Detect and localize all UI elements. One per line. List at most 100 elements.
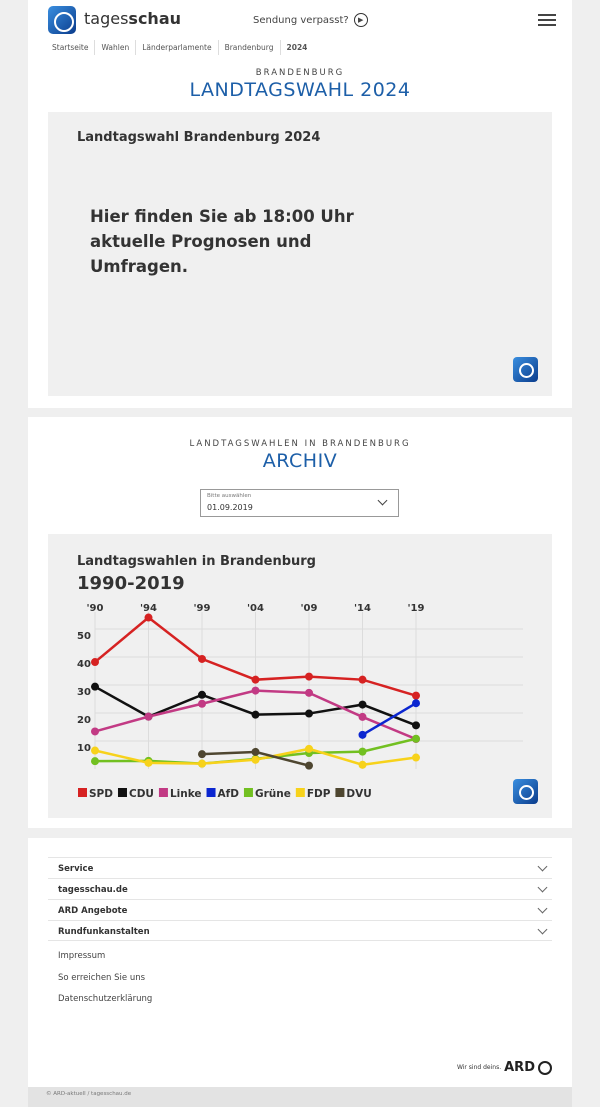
sendung-verpasst-link[interactable]: Sendung verpasst? ▶ (253, 13, 368, 27)
series-line-AfD (361, 702, 417, 736)
copyright-bar: © ARD-aktuell / tagesschau.de (28, 1087, 572, 1107)
legend-label-DVU: DVU (346, 788, 371, 800)
chart-panel: Landtagswahlen in Brandenburg 1990-2019 '9… (48, 534, 552, 818)
data-point-Linke (198, 699, 206, 708)
breadcrumb: Startseite Wahlen Länderparlamente Brand… (46, 40, 313, 55)
data-point-SPD (144, 613, 153, 622)
data-point-FDP (412, 753, 420, 762)
data-point-CDU (412, 721, 420, 730)
section-landtagswahl: BRANDENBURG LANDTAGSWAHL 2024 Landtagswa… (28, 62, 572, 408)
slogan: Wir sind deins. (456, 1064, 502, 1071)
legend-label-AfD: AfD (218, 788, 240, 800)
data-point-Linke (91, 727, 99, 736)
data-point-DVU (198, 750, 206, 759)
y-tick-label: 30 (77, 687, 91, 698)
tagesschau-logo-icon (513, 779, 538, 804)
data-point-CDU (198, 690, 206, 699)
site-header: tagesschau Sendung verpasst? ▶ Startseite… (28, 0, 572, 62)
legend-swatch-CDU (117, 788, 127, 797)
x-tick-label: '04 (247, 603, 264, 614)
legend-swatch-SPD (78, 788, 87, 797)
legend-swatch-Linke (158, 788, 168, 797)
legend-swatch-AfD (206, 788, 216, 797)
accordion-tagesschau[interactable]: tagesschau.de (48, 878, 552, 899)
breadcrumb-item[interactable]: Länderparlamente (136, 40, 219, 55)
missed-label: Sendung verpasst? (253, 14, 349, 26)
chevron-down-icon (537, 903, 548, 914)
data-point-Linke (251, 686, 260, 695)
chevron-down-icon (377, 495, 388, 506)
chevron-down-icon (537, 861, 548, 872)
y-tick-label: 50 (77, 631, 91, 642)
brand-name[interactable]: tagesschau (84, 9, 181, 28)
y-tick-label: 10 (77, 743, 91, 754)
data-point-FDP (305, 744, 313, 753)
breadcrumb-item[interactable]: Brandenburg (219, 40, 281, 55)
data-point-AfD (358, 730, 367, 739)
x-tick-label: '99 (194, 603, 211, 614)
data-point-FDP (144, 758, 153, 767)
legend-label-Grüne: Grüne (255, 788, 291, 800)
site-footer: Service tagesschau.de ARD Angebote Rundf… (28, 838, 572, 1087)
y-tick-label: 20 (77, 715, 91, 726)
data-point-SPD (91, 658, 99, 667)
ard-logo[interactable]: Wir sind deins. ARD (457, 1060, 552, 1075)
election-chart: Landtagswahlen in Brandenburg 1990-2019 '9… (77, 554, 523, 800)
breadcrumb-item[interactable]: Startseite (46, 40, 96, 55)
data-point-Grüne (91, 757, 99, 766)
data-point-FDP (198, 759, 206, 768)
chevron-down-icon (537, 924, 548, 935)
legend-swatch-Grüne (243, 788, 253, 797)
tagesschau-logo-icon[interactable] (48, 6, 76, 34)
data-point-CDU (251, 710, 260, 719)
privacy-link[interactable]: Datenschutzerklärung (58, 994, 153, 1004)
brand-bold: schau (128, 9, 182, 28)
data-point-CDU (91, 682, 99, 691)
x-tick-label: '09 (301, 603, 318, 614)
panel-title: Landtagswahl Brandenburg 2024 (77, 130, 321, 145)
y-tick-label: 40 (77, 659, 91, 670)
data-point-CDU (305, 709, 313, 718)
select-label: Bitte auswählen (207, 493, 252, 499)
section-archiv: LANDTAGSWAHLEN IN BRANDENBURG ARCHIV Bit… (28, 417, 572, 828)
accordion-label: ARD Angebote (58, 906, 128, 916)
section-title: ARCHIV (262, 450, 338, 472)
legend-label-FDP: FDP (307, 788, 331, 800)
section-kicker: BRANDENBURG (255, 68, 345, 78)
accordion-label: tagesschau.de (58, 885, 128, 895)
panel-text: Hier finden Sie ab 18:00 Uhr aktuelle Pr… (90, 207, 354, 276)
data-point-FDP (91, 746, 99, 755)
accordion-ard-angebote[interactable]: ARD Angebote (48, 899, 552, 920)
data-point-Linke (358, 712, 367, 721)
accordion-rundfunkanstalten[interactable]: Rundfunkanstalten (48, 920, 552, 941)
copyright: © ARD-aktuell / tagesschau.de (46, 1091, 132, 1097)
accordion-service[interactable]: Service (48, 857, 552, 878)
legend-swatch-DVU (335, 788, 345, 797)
data-point-Linke (144, 712, 153, 721)
data-point-SPD (251, 675, 260, 684)
ard-wordmark: ARD (504, 1060, 535, 1075)
election-date-select[interactable]: Bitte auswählen 01.09.2019 (200, 489, 399, 517)
breadcrumb-item[interactable]: Wahlen (95, 40, 137, 55)
data-point-AfD (412, 699, 420, 708)
accordion-label: Rundfunkanstalten (58, 927, 150, 937)
ard-one-icon (538, 1060, 552, 1075)
legend-label-Linke: Linke (170, 788, 202, 800)
chart-subtitle: 1990-2019 (77, 573, 185, 594)
legend-swatch-FDP (295, 788, 305, 797)
accordion-label: Service (58, 864, 94, 874)
legend-label-CDU: CDU (129, 788, 154, 800)
brand-light: tages (84, 9, 129, 28)
contact-link[interactable]: So erreichen Sie uns (58, 973, 146, 983)
select-value: 01.09.2019 (207, 503, 253, 512)
section-title: LANDTAGSWAHL 2024 (189, 79, 411, 101)
section-kicker: LANDTAGSWAHLEN IN BRANDENBURG (189, 439, 411, 449)
x-tick-label: '19 (408, 603, 425, 614)
data-point-Grüne (412, 734, 420, 743)
play-circle-icon: ▶ (353, 13, 368, 27)
data-point-FDP (251, 755, 260, 764)
data-point-FDP (358, 760, 367, 769)
hamburger-icon[interactable] (538, 14, 556, 26)
chevron-down-icon (537, 882, 548, 893)
impressum-link[interactable]: Impressum (58, 951, 106, 961)
